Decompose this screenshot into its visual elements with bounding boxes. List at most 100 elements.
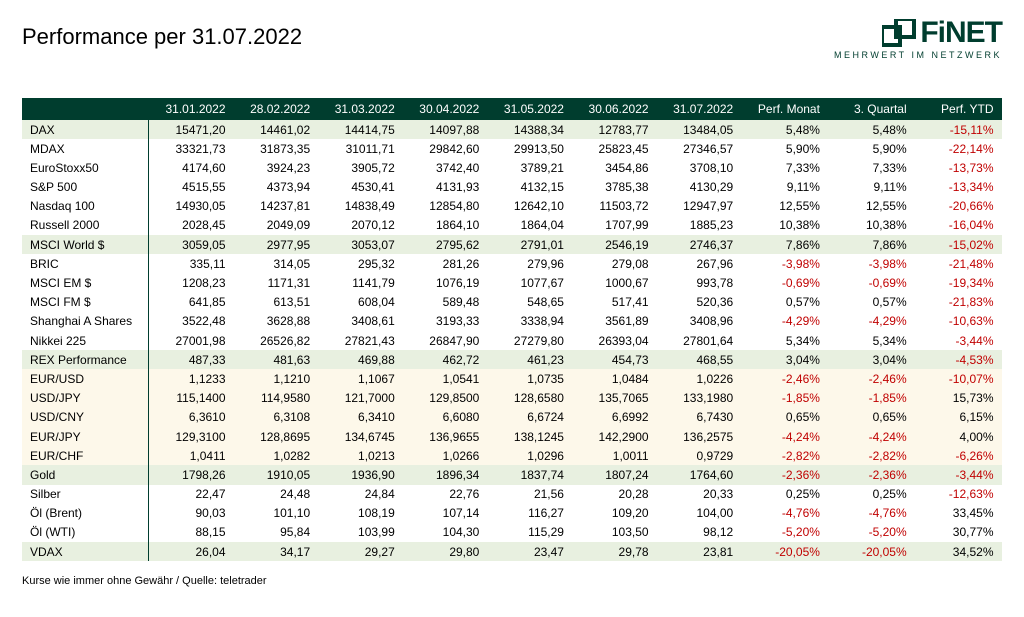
value-cell: 26526,82 (234, 331, 319, 350)
value-cell: 20,28 (572, 485, 657, 504)
value-cell: 1141,79 (318, 274, 403, 293)
row-label: MDAX (22, 139, 149, 158)
perf-cell: -22,14% (915, 139, 1002, 158)
value-cell: 29,27 (318, 542, 403, 561)
perf-cell: 7,33% (828, 158, 915, 177)
value-cell: 1885,23 (657, 216, 742, 235)
perf-cell: -2,46% (741, 369, 828, 388)
column-header: 31.03.2022 (318, 98, 403, 120)
perf-cell: 3,04% (741, 350, 828, 369)
value-cell: 3924,23 (234, 158, 319, 177)
value-cell: 4131,93 (403, 178, 488, 197)
value-cell: 88,15 (149, 523, 234, 542)
value-cell: 3193,33 (403, 312, 488, 331)
value-cell: 136,2575 (657, 427, 742, 446)
value-cell: 21,56 (487, 485, 572, 504)
perf-cell: -4,24% (741, 427, 828, 446)
value-cell: 6,3108 (234, 408, 319, 427)
table-row: Silber22,4724,4824,8422,7621,5620,2820,3… (22, 485, 1002, 504)
value-cell: 14097,88 (403, 120, 488, 139)
value-cell: 0,9729 (657, 446, 742, 465)
perf-cell: -13,34% (915, 178, 1002, 197)
value-cell: 1,0411 (149, 446, 234, 465)
value-cell: 14930,05 (149, 197, 234, 216)
value-cell: 1,0011 (572, 446, 657, 465)
row-label: MSCI EM $ (22, 274, 149, 293)
value-cell: 6,6992 (572, 408, 657, 427)
perf-cell: -13,73% (915, 158, 1002, 177)
row-label: Silber (22, 485, 149, 504)
value-cell: 468,55 (657, 350, 742, 369)
value-cell: 109,20 (572, 504, 657, 523)
table-row: Nasdaq 10014930,0514237,8114838,4912854,… (22, 197, 1002, 216)
value-cell: 1,0296 (487, 446, 572, 465)
value-cell: 1,0266 (403, 446, 488, 465)
row-label: EUR/CHF (22, 446, 149, 465)
header: Performance per 31.07.2022 FiNET MEHRWER… (22, 18, 1002, 60)
row-label: REX Performance (22, 350, 149, 369)
value-cell: 1171,31 (234, 274, 319, 293)
value-cell: 487,33 (149, 350, 234, 369)
value-cell: 2746,37 (657, 235, 742, 254)
value-cell: 2795,62 (403, 235, 488, 254)
value-cell: 281,26 (403, 254, 488, 273)
value-cell: 2546,19 (572, 235, 657, 254)
value-cell: 1807,24 (572, 465, 657, 484)
table-row: EuroStoxx504174,603924,233905,723742,403… (22, 158, 1002, 177)
page-title: Performance per 31.07.2022 (22, 18, 302, 50)
value-cell: 23,81 (657, 542, 742, 561)
perf-cell: -6,26% (915, 446, 1002, 465)
value-cell: 641,85 (149, 293, 234, 312)
footnote: Kurse wie immer ohne Gewähr / Quelle: te… (22, 575, 1002, 587)
value-cell: 3785,38 (572, 178, 657, 197)
logo-icon (882, 19, 916, 47)
value-cell: 90,03 (149, 504, 234, 523)
value-cell: 3338,94 (487, 312, 572, 331)
value-cell: 3628,88 (234, 312, 319, 331)
perf-cell: -20,66% (915, 197, 1002, 216)
perf-cell: -2,36% (828, 465, 915, 484)
perf-cell: -15,11% (915, 120, 1002, 139)
value-cell: 33321,73 (149, 139, 234, 158)
column-header: 31.07.2022 (657, 98, 742, 120)
perf-cell: 5,90% (741, 139, 828, 158)
row-label: DAX (22, 120, 149, 139)
table-row: Shanghai A Shares3522,483628,883408,6131… (22, 312, 1002, 331)
value-cell: 1077,67 (487, 274, 572, 293)
value-cell: 1,0541 (403, 369, 488, 388)
column-header: 31.05.2022 (487, 98, 572, 120)
value-cell: 1076,19 (403, 274, 488, 293)
value-cell: 24,48 (234, 485, 319, 504)
value-cell: 103,50 (572, 523, 657, 542)
value-cell: 23,47 (487, 542, 572, 561)
perf-cell: 5,34% (741, 331, 828, 350)
perf-cell: -20,05% (741, 542, 828, 561)
table-row: Gold1798,261910,051936,901896,341837,741… (22, 465, 1002, 484)
row-label: USD/CNY (22, 408, 149, 427)
value-cell: 31873,35 (234, 139, 319, 158)
table-row: REX Performance487,33481,63469,88462,724… (22, 350, 1002, 369)
perf-cell: -3,98% (741, 254, 828, 273)
perf-cell: -16,04% (915, 216, 1002, 235)
table-row: MDAX33321,7331873,3531011,7129842,602991… (22, 139, 1002, 158)
row-label: EUR/USD (22, 369, 149, 388)
row-label: EuroStoxx50 (22, 158, 149, 177)
value-cell: 14388,34 (487, 120, 572, 139)
perf-cell: -1,85% (828, 389, 915, 408)
value-cell: 115,1400 (149, 389, 234, 408)
table-row: Russell 20002028,452049,092070,121864,10… (22, 216, 1002, 235)
value-cell: 1707,99 (572, 216, 657, 235)
value-cell: 1,1067 (318, 369, 403, 388)
perf-cell: 5,90% (828, 139, 915, 158)
value-cell: 14414,75 (318, 120, 403, 139)
value-cell: 1864,10 (403, 216, 488, 235)
value-cell: 14237,81 (234, 197, 319, 216)
table-row: MSCI FM $641,85613,51608,04589,48548,655… (22, 293, 1002, 312)
column-header: 30.04.2022 (403, 98, 488, 120)
perf-cell: 12,55% (828, 197, 915, 216)
column-header: 28.02.2022 (234, 98, 319, 120)
value-cell: 129,3100 (149, 427, 234, 446)
value-cell: 517,41 (572, 293, 657, 312)
value-cell: 121,7000 (318, 389, 403, 408)
value-cell: 14838,49 (318, 197, 403, 216)
